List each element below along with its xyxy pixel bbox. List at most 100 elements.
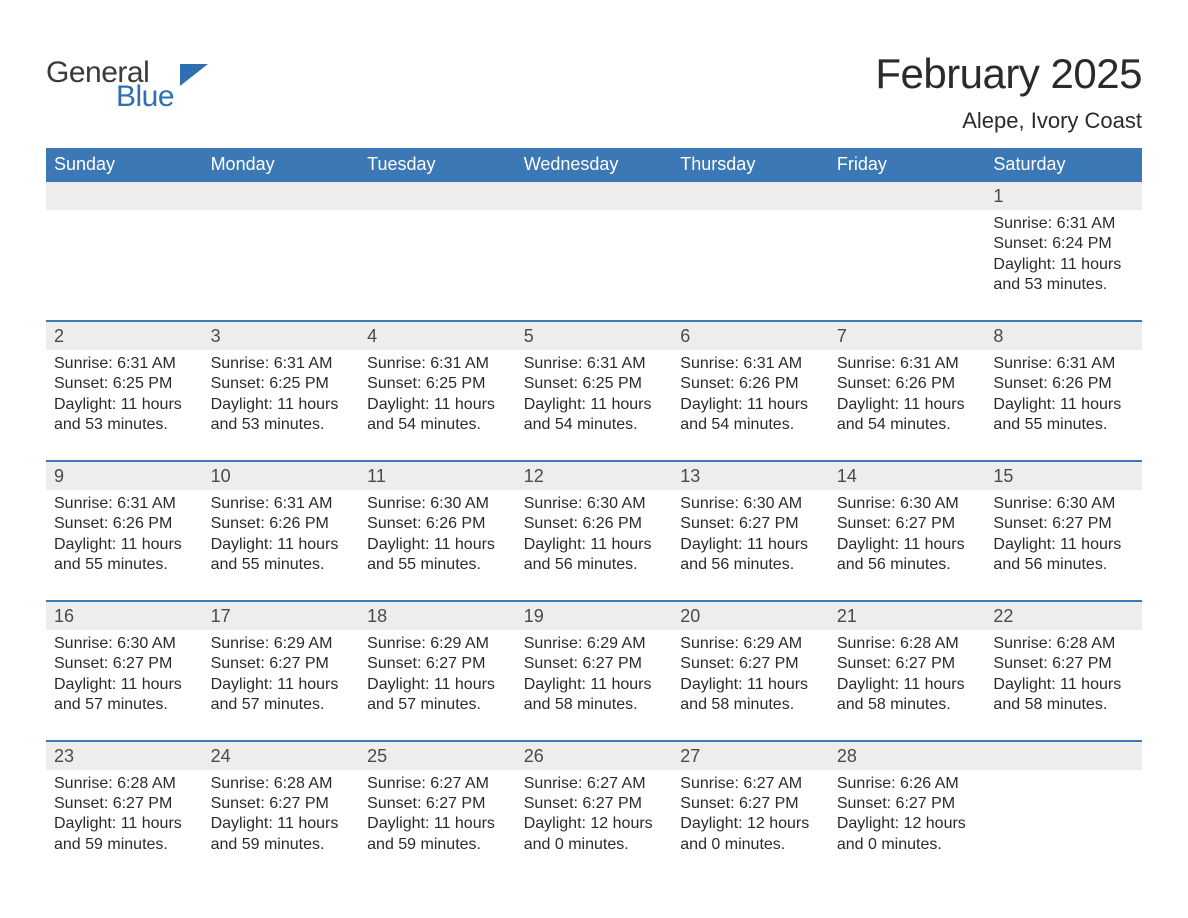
day-details: Sunrise: 6:29 AMSunset: 6:27 PMDaylight:… [359,630,516,740]
day-number [672,182,829,210]
day-details [203,210,360,320]
day-details: Sunrise: 6:29 AMSunset: 6:27 PMDaylight:… [203,630,360,740]
daylight-text: Daylight: 11 hours and 59 minutes. [54,814,195,855]
sunrise-text: Sunrise: 6:30 AM [993,494,1134,514]
sunrise-text: Sunrise: 6:31 AM [367,354,508,374]
brand-logo: General Blue [46,50,208,112]
sunset-text: Sunset: 6:26 PM [211,514,352,534]
sunrise-text: Sunrise: 6:28 AM [837,634,978,654]
brand-text: General Blue [46,58,174,112]
day-number-band: 232425262728 [46,742,1142,770]
daylight-text: Daylight: 11 hours and 55 minutes. [54,535,195,576]
sunrise-text: Sunrise: 6:29 AM [211,634,352,654]
sunrise-text: Sunrise: 6:31 AM [993,354,1134,374]
sunrise-text: Sunrise: 6:28 AM [54,774,195,794]
sunset-text: Sunset: 6:26 PM [837,374,978,394]
day-details: Sunrise: 6:29 AMSunset: 6:27 PMDaylight:… [516,630,673,740]
day-details: Sunrise: 6:31 AMSunset: 6:26 PMDaylight:… [985,350,1142,460]
weeks-container: 1Sunrise: 6:31 AMSunset: 6:24 PMDaylight… [46,182,1142,879]
daylight-text: Daylight: 12 hours and 0 minutes. [524,814,665,855]
day-details: Sunrise: 6:31 AMSunset: 6:25 PMDaylight:… [516,350,673,460]
daylight-text: Daylight: 11 hours and 55 minutes. [367,535,508,576]
sunset-text: Sunset: 6:27 PM [54,794,195,814]
sunset-text: Sunset: 6:27 PM [54,654,195,674]
day-number [829,182,986,210]
sunset-text: Sunset: 6:27 PM [211,794,352,814]
day-number [359,182,516,210]
sunrise-text: Sunrise: 6:31 AM [524,354,665,374]
day-number: 22 [985,602,1142,630]
day-number: 21 [829,602,986,630]
day-details: Sunrise: 6:31 AMSunset: 6:24 PMDaylight:… [985,210,1142,320]
sunrise-text: Sunrise: 6:31 AM [680,354,821,374]
sunset-text: Sunset: 6:27 PM [367,654,508,674]
daylight-text: Daylight: 11 hours and 56 minutes. [993,535,1134,576]
sunset-text: Sunset: 6:27 PM [680,654,821,674]
sunrise-text: Sunrise: 6:31 AM [211,354,352,374]
sunset-text: Sunset: 6:25 PM [211,374,352,394]
sunset-text: Sunset: 6:27 PM [837,654,978,674]
sunset-text: Sunset: 6:26 PM [524,514,665,534]
day-number: 7 [829,322,986,350]
sunrise-text: Sunrise: 6:30 AM [837,494,978,514]
daylight-text: Daylight: 11 hours and 58 minutes. [680,675,821,716]
day-number: 6 [672,322,829,350]
day-details: Sunrise: 6:27 AMSunset: 6:27 PMDaylight:… [672,770,829,880]
sunrise-text: Sunrise: 6:30 AM [367,494,508,514]
day-details [985,770,1142,880]
day-details: Sunrise: 6:30 AMSunset: 6:27 PMDaylight:… [829,490,986,600]
day-details [829,210,986,320]
day-details: Sunrise: 6:28 AMSunset: 6:27 PMDaylight:… [985,630,1142,740]
sunset-text: Sunset: 6:27 PM [680,514,821,534]
daylight-text: Daylight: 11 hours and 57 minutes. [54,675,195,716]
day-number: 8 [985,322,1142,350]
day-data-row: Sunrise: 6:30 AMSunset: 6:27 PMDaylight:… [46,630,1142,740]
day-number-band: 16171819202122 [46,602,1142,630]
day-details: Sunrise: 6:30 AMSunset: 6:26 PMDaylight:… [359,490,516,600]
sunrise-text: Sunrise: 6:30 AM [680,494,821,514]
daylight-text: Daylight: 12 hours and 0 minutes. [680,814,821,855]
calendar: Sunday Monday Tuesday Wednesday Thursday… [46,148,1142,879]
sunrise-text: Sunrise: 6:29 AM [680,634,821,654]
location-label: Alepe, Ivory Coast [875,108,1142,134]
day-number: 26 [516,742,673,770]
day-number-band: 9101112131415 [46,462,1142,490]
day-details: Sunrise: 6:30 AMSunset: 6:26 PMDaylight:… [516,490,673,600]
day-number: 13 [672,462,829,490]
day-number: 15 [985,462,1142,490]
day-data-row: Sunrise: 6:31 AMSunset: 6:25 PMDaylight:… [46,350,1142,460]
daylight-text: Daylight: 11 hours and 59 minutes. [211,814,352,855]
day-details: Sunrise: 6:26 AMSunset: 6:27 PMDaylight:… [829,770,986,880]
daylight-text: Daylight: 11 hours and 54 minutes. [837,395,978,436]
dow-friday: Friday [829,148,986,182]
sunset-text: Sunset: 6:26 PM [367,514,508,534]
day-number [203,182,360,210]
sunset-text: Sunset: 6:27 PM [367,794,508,814]
week-row: 16171819202122Sunrise: 6:30 AMSunset: 6:… [46,600,1142,740]
week-row: 232425262728Sunrise: 6:28 AMSunset: 6:27… [46,740,1142,880]
dow-thursday: Thursday [672,148,829,182]
day-number: 24 [203,742,360,770]
sunrise-text: Sunrise: 6:31 AM [54,494,195,514]
day-details: Sunrise: 6:31 AMSunset: 6:26 PMDaylight:… [203,490,360,600]
sunrise-text: Sunrise: 6:31 AM [54,354,195,374]
day-number: 16 [46,602,203,630]
day-number: 4 [359,322,516,350]
daylight-text: Daylight: 11 hours and 56 minutes. [680,535,821,576]
daylight-text: Daylight: 11 hours and 59 minutes. [367,814,508,855]
day-number: 12 [516,462,673,490]
day-details: Sunrise: 6:29 AMSunset: 6:27 PMDaylight:… [672,630,829,740]
day-details: Sunrise: 6:30 AMSunset: 6:27 PMDaylight:… [672,490,829,600]
sunrise-text: Sunrise: 6:29 AM [367,634,508,654]
day-number: 2 [46,322,203,350]
day-number [516,182,673,210]
brand-flag-icon [180,64,208,86]
sunset-text: Sunset: 6:27 PM [993,514,1134,534]
day-number: 28 [829,742,986,770]
sunrise-text: Sunrise: 6:31 AM [837,354,978,374]
daylight-text: Daylight: 11 hours and 58 minutes. [524,675,665,716]
day-number: 20 [672,602,829,630]
day-number: 25 [359,742,516,770]
day-details: Sunrise: 6:31 AMSunset: 6:25 PMDaylight:… [46,350,203,460]
day-details: Sunrise: 6:28 AMSunset: 6:27 PMDaylight:… [46,770,203,880]
